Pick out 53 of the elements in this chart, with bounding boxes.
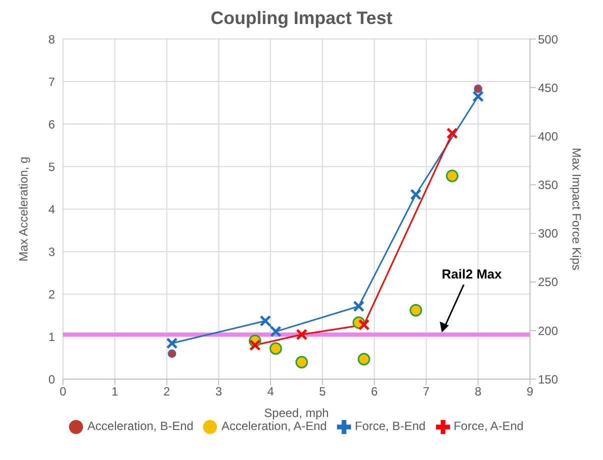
y2-tick-label: 150 xyxy=(538,372,558,386)
legend-label: Force, B-End xyxy=(354,419,426,434)
x-tick-label: 3 xyxy=(215,384,222,399)
point xyxy=(410,304,422,317)
x-tick-label: 0 xyxy=(60,384,67,399)
x-tick-label: 8 xyxy=(474,384,482,399)
x-tick-label: 6 xyxy=(370,384,378,399)
point xyxy=(410,188,422,200)
y2-tick-label: 350 xyxy=(538,178,558,192)
point xyxy=(249,339,261,351)
y-tick-label: 6 xyxy=(48,117,56,132)
y2-tick-label: 500 xyxy=(538,32,558,46)
y-tick-label: 1 xyxy=(48,330,56,344)
x-tick-label: 1 xyxy=(112,384,119,399)
y2-tick-label: 400 xyxy=(538,129,558,144)
point xyxy=(472,90,484,102)
point xyxy=(269,342,282,355)
point xyxy=(358,318,370,330)
point xyxy=(474,84,482,93)
y-tick-label: 8 xyxy=(48,32,56,46)
point xyxy=(353,300,365,312)
x-tick-label: 9 xyxy=(526,384,534,399)
y-tick-label: 7 xyxy=(48,74,56,89)
annotation: Rail2 Max xyxy=(442,266,503,282)
point xyxy=(270,326,282,338)
y2-tick-label: 450 xyxy=(538,80,558,95)
y-tick-label: 4 xyxy=(48,202,56,216)
y-axis-title: Max Acceleration, g xyxy=(16,156,30,262)
x-tick-label: 2 xyxy=(163,384,170,399)
x-tick-label: 5 xyxy=(319,384,326,399)
point xyxy=(168,349,176,358)
y2-axis-title: Max Impact Force Kips xyxy=(570,148,584,270)
y-tick-label: 3 xyxy=(48,244,56,259)
y-tick-label: 5 xyxy=(48,160,56,174)
y2-tick-label: 250 xyxy=(538,275,558,290)
legend-label: Acceleration, B-End xyxy=(87,419,194,434)
point xyxy=(260,315,272,327)
point xyxy=(295,356,308,368)
y-tick-label: 2 xyxy=(48,287,56,302)
x-tick-label: 7 xyxy=(422,384,430,399)
y2-tick-label: 300 xyxy=(538,226,558,241)
point xyxy=(358,352,370,366)
y2-tick-label: 200 xyxy=(538,324,558,338)
point xyxy=(446,170,458,182)
point xyxy=(166,337,178,349)
chart-title: Coupling Impact Test xyxy=(210,8,394,29)
x-axis-title: Speed, mph xyxy=(264,406,329,420)
point xyxy=(446,128,458,140)
y-tick-label: 0 xyxy=(48,372,56,386)
x-tick-label: 4 xyxy=(267,384,274,399)
legend-label: Force, A-End xyxy=(454,419,524,434)
point xyxy=(296,328,308,340)
legend-label: Acceleration, A-End xyxy=(221,419,327,434)
